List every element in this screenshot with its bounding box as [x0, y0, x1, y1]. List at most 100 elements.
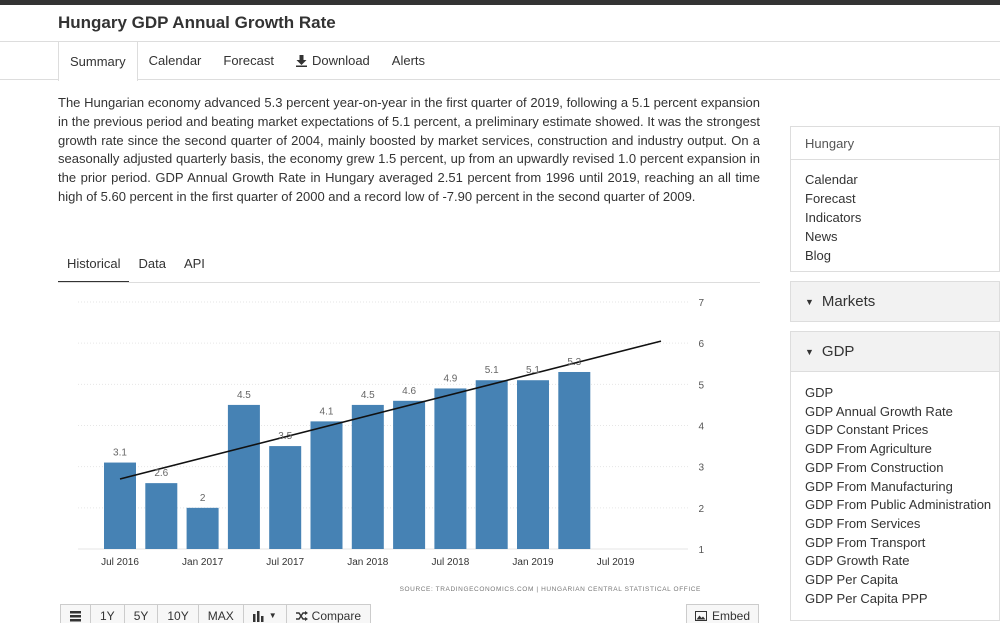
- data-label: 4.1: [320, 406, 334, 417]
- x-tick-label: Jul 2018: [431, 557, 469, 568]
- embed-label: Embed: [712, 609, 751, 623]
- sidebar-links: Calendar Forecast Indicators News Blog: [790, 160, 1000, 272]
- range-max-button[interactable]: MAX: [197, 604, 244, 623]
- table-view-button[interactable]: [60, 604, 91, 623]
- x-tick-label: Jul 2016: [101, 557, 139, 568]
- bar: [269, 446, 302, 549]
- gdp-label: GDP: [821, 343, 855, 360]
- tab-label: Alerts: [391, 53, 426, 68]
- gdp-item[interactable]: GDP From Construction: [805, 459, 944, 475]
- gdp-item[interactable]: GDP Growth Rate: [805, 553, 910, 569]
- markets-section-toggle[interactable]: ▼ Markets: [790, 281, 1000, 322]
- gdp-section-toggle[interactable]: ▼ GDP: [790, 331, 1000, 372]
- data-label: 4.9: [443, 373, 457, 384]
- bar: [434, 388, 467, 549]
- embed-button[interactable]: Embed: [686, 604, 760, 623]
- tab-calendar[interactable]: Calendar: [138, 42, 213, 80]
- sidebar-item-calendar[interactable]: Calendar: [805, 172, 858, 187]
- data-label: 5.1: [485, 365, 499, 376]
- bar: [186, 507, 219, 549]
- compare-button[interactable]: Compare: [285, 604, 372, 623]
- tabs-divider: [135, 79, 1000, 80]
- tab-alerts[interactable]: Alerts: [381, 42, 436, 80]
- data-label: 2.6: [154, 468, 168, 479]
- chart-type-button[interactable]: ▼: [242, 604, 287, 623]
- bar: [351, 404, 384, 549]
- tab-label: Download: [311, 53, 370, 68]
- data-label: 5.1: [526, 365, 540, 376]
- chart-toolbar: 1Y 5Y 10Y MAX ▼ Compare: [60, 604, 372, 623]
- chart-container: 1 2 3 4 5 6 7 3.1 2.6 2 4.5 3.5 4.1 4.5 4.6 4.9 5.1 5.1 5.…: [58, 284, 760, 602]
- data-label: 4.6: [402, 386, 416, 397]
- gdp-item[interactable]: GDP From Public Administration: [805, 497, 992, 513]
- tab-label: Calendar: [148, 53, 202, 68]
- chevron-down-icon: ▼: [268, 611, 277, 620]
- range-1y-button[interactable]: 1Y: [90, 604, 125, 623]
- summary-text: The Hungarian economy advanced 5.3 perce…: [58, 95, 760, 204]
- tab-summary[interactable]: Summary: [58, 42, 138, 81]
- page-title: Hungary GDP Annual Growth Rate: [58, 13, 336, 32]
- data-label: 3.1: [113, 448, 127, 459]
- gdp-item[interactable]: GDP From Manufacturing: [805, 478, 953, 494]
- gdp-item[interactable]: GDP From Services: [805, 515, 921, 531]
- range-5y-button[interactable]: 5Y: [123, 604, 159, 623]
- y-tick-label: 4: [698, 422, 704, 433]
- gdp-item[interactable]: GDP Per Capita PPP: [805, 590, 928, 606]
- tab-download[interactable]: Download: [285, 42, 381, 80]
- data-label: 5.3: [567, 357, 581, 368]
- x-tick-label: Jan 2018: [347, 557, 389, 568]
- bar: [145, 483, 178, 549]
- sidebar-item-indicators[interactable]: Indicators: [805, 210, 862, 225]
- subtab-historical[interactable]: Historical: [58, 250, 130, 283]
- markets-label: Markets: [821, 293, 876, 310]
- x-tick-label: Jul 2019: [597, 557, 635, 568]
- gdp-item[interactable]: GDP From Transport: [805, 534, 926, 550]
- download-icon: [295, 55, 307, 67]
- title-row: Hungary GDP Annual Growth Rate: [0, 5, 1000, 42]
- y-tick-label: 1: [698, 545, 704, 556]
- tabs-divider: [0, 79, 58, 80]
- y-tick-label: 7: [698, 298, 704, 309]
- sidebar-item-news[interactable]: News: [805, 229, 838, 244]
- x-tick-label: Jan 2019: [512, 557, 554, 568]
- caret-down-icon: ▼: [805, 346, 814, 357]
- subtab-data[interactable]: Data: [138, 256, 166, 271]
- image-icon: [695, 611, 707, 621]
- subtab-api[interactable]: API: [183, 256, 205, 271]
- bar-chart-icon: [252, 610, 264, 622]
- subtabs-divider: [58, 282, 760, 283]
- data-label: 4.5: [361, 390, 375, 401]
- gdp-indicator-list: GDP GDP Annual Growth Rate GDP Constant …: [790, 372, 1000, 622]
- top-bar: [0, 0, 1000, 5]
- data-label: 3.5: [278, 431, 292, 442]
- data-label: 4.5: [237, 390, 251, 401]
- x-tick-label: Jan 2017: [182, 557, 224, 568]
- tab-forecast[interactable]: Forecast: [212, 42, 285, 80]
- range-10y-button[interactable]: 10Y: [157, 604, 199, 623]
- y-tick-label: 2: [698, 504, 704, 515]
- sidebar-country[interactable]: Hungary: [790, 126, 1000, 160]
- bar: [517, 380, 549, 549]
- sidebar: Hungary Calendar Forecast Indicators New…: [790, 126, 1000, 622]
- table-icon: [70, 610, 81, 621]
- sidebar-item-blog[interactable]: Blog: [805, 248, 832, 263]
- gdp-item[interactable]: GDP From Agriculture: [805, 441, 932, 457]
- gdp-growth-chart: 1 2 3 4 5 6 7 3.1 2.6 2 4.5 3.5 4.1 4.5 4.6 4.9 5.1 5.1 5.…: [78, 298, 704, 593]
- gdp-item[interactable]: GDP: [805, 385, 834, 400]
- bar: [227, 404, 260, 549]
- bar: [558, 371, 591, 549]
- x-tick-label: Jul 2017: [266, 557, 304, 568]
- bar: [310, 421, 343, 549]
- data-label: 2: [200, 493, 206, 504]
- y-tick-label: 3: [698, 463, 704, 474]
- gdp-item[interactable]: GDP Per Capita: [805, 572, 898, 588]
- caret-down-icon: ▼: [805, 296, 814, 307]
- chart-subtabs: Historical Data API: [58, 250, 214, 283]
- y-tick-label: 5: [698, 380, 704, 391]
- y-tick-label: 6: [698, 339, 704, 350]
- gdp-item[interactable]: GDP Annual Growth Rate: [805, 403, 953, 419]
- bar: [475, 380, 508, 549]
- sidebar-item-forecast[interactable]: Forecast: [805, 191, 856, 206]
- gdp-item[interactable]: GDP Constant Prices: [805, 422, 929, 438]
- tab-label: Forecast: [223, 53, 274, 68]
